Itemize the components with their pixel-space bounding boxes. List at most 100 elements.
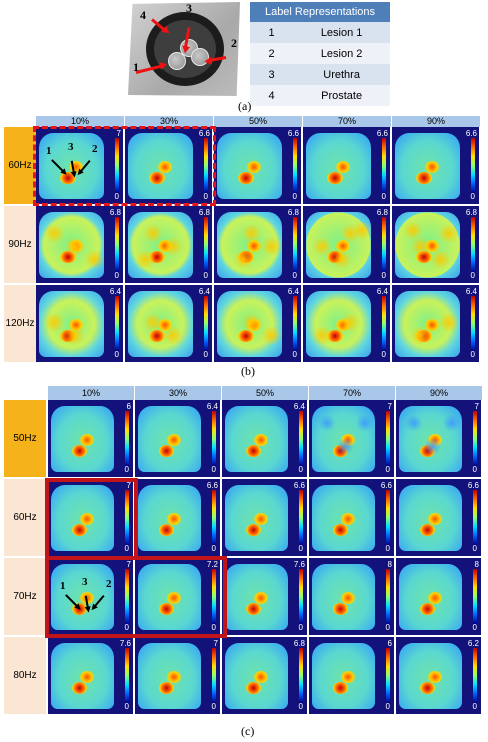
colorbar-min-label: 0 [385, 702, 390, 711]
elastogram-cell: 6.6 0 [214, 127, 301, 204]
elastogram-cell: 6.6 0 [396, 479, 481, 556]
column-header: 50% [222, 386, 309, 400]
row-header: 120Hz [4, 285, 36, 362]
artifact-region [310, 238, 334, 256]
colorbar-min-label: 0 [114, 350, 119, 359]
low-stiffness-region [423, 438, 442, 454]
lesion-hotspot [341, 670, 355, 684]
colorbar-min-label: 0 [211, 465, 216, 474]
lesion-hotspot [167, 670, 181, 684]
colorbar [299, 647, 303, 704]
artifact-region [401, 222, 425, 240]
colorbar-min-label: 0 [381, 350, 386, 359]
lesion-hotspot [71, 681, 88, 694]
artifact-region [161, 238, 185, 256]
lesion-hotspot [245, 523, 262, 536]
label-lesion-2: 2 [231, 36, 237, 50]
legend-num: 2 [250, 43, 294, 64]
colorbar-max-label: 6.4 [198, 287, 210, 296]
colorbar-min-label: 0 [292, 192, 297, 201]
colorbar-max-label: 8 [387, 560, 392, 569]
lesion-hotspot [254, 591, 268, 605]
column-header: 90% [396, 386, 483, 400]
colorbar-max-label: 6.6 [293, 481, 305, 490]
artifact-region [62, 238, 86, 256]
colorbar [386, 489, 390, 546]
lesion-hotspot [425, 160, 439, 174]
colorbar-min-label: 0 [472, 465, 477, 474]
artifact-region [133, 251, 157, 269]
lesion-hotspot [336, 239, 350, 253]
artifact-region [141, 225, 165, 243]
colorbar-max-label: 6.6 [206, 481, 218, 490]
artifact-region [409, 238, 432, 256]
elastogram-cell: 6.6 0 [135, 479, 220, 556]
artifact-region [260, 238, 283, 256]
colorbar-max-label: 6.8 [376, 208, 388, 217]
colorbar [293, 216, 297, 273]
lesion-hotspot [419, 523, 436, 536]
legend-name: Lesion 1 [293, 22, 390, 43]
caption-c: (c) [241, 724, 255, 738]
artifact-region [161, 327, 185, 345]
low-stiffness-region [336, 438, 355, 454]
colorbar [299, 410, 303, 467]
highlight-box-60hz [45, 478, 138, 560]
colorbar-max-label: 6.4 [287, 287, 299, 296]
low-stiffness-region [404, 415, 424, 431]
colorbar [473, 568, 477, 625]
column-header: 30% [125, 116, 214, 127]
lesion-hotspot [71, 523, 88, 536]
colorbar-min-label: 0 [472, 544, 477, 553]
lesion-hotspot [327, 171, 344, 184]
legend-num: 3 [250, 64, 294, 85]
low-stiffness-region [441, 415, 461, 431]
elastogram-cell: 6.4 0 [214, 285, 301, 362]
colorbar [212, 489, 216, 546]
lesion-hotspot [238, 171, 255, 184]
lesion-hotspot [149, 329, 166, 342]
colorbar [473, 489, 477, 546]
colorbar-max-label: 6.4 [465, 287, 477, 296]
column-header: 70% [309, 386, 396, 400]
colorbar [299, 568, 303, 625]
colorbar-min-label: 0 [203, 350, 208, 359]
colorbar-max-label: 8 [474, 560, 479, 569]
colorbar [204, 295, 208, 352]
artifact-region [409, 327, 432, 345]
lesion-hotspot [419, 681, 436, 694]
elastogram-cell: 6.2 0 [396, 637, 481, 714]
lesion-hotspot [428, 670, 442, 684]
lesion-hotspot [80, 433, 94, 447]
colorbar-max-label: 7.6 [293, 560, 305, 569]
colorbar-max-label: 6.4 [206, 402, 218, 411]
column-header: 10% [48, 386, 135, 400]
colorbar [115, 295, 119, 352]
lesion-hotspot [158, 523, 175, 536]
lesion-hotspot [167, 512, 181, 526]
colorbar-max-label: 7 [387, 402, 392, 411]
colorbar-min-label: 0 [470, 350, 475, 359]
artifact-region [437, 225, 460, 243]
legend-num: 1 [250, 22, 294, 43]
colorbar [204, 137, 208, 194]
artifact-region [338, 314, 362, 332]
colorbar-max-label: 7.2 [206, 560, 218, 569]
lesion-hotspot [428, 512, 442, 526]
colorbar-min-label: 0 [114, 192, 119, 201]
artifact-region [260, 327, 283, 345]
colorbar-max-label: 7 [126, 560, 131, 569]
artifact-region [429, 251, 453, 269]
highlight-box-dashed [33, 126, 216, 206]
lesion-hotspot [80, 670, 94, 684]
colorbar-max-label: 6.6 [287, 129, 299, 138]
row-header: 60Hz [4, 127, 36, 204]
legend-name: Urethra [293, 64, 390, 85]
lesion-hotspot [71, 444, 88, 457]
colorbar-min-label: 0 [203, 271, 208, 280]
legend-header: Label Representations [250, 2, 390, 22]
lesion-hotspot [332, 681, 349, 694]
